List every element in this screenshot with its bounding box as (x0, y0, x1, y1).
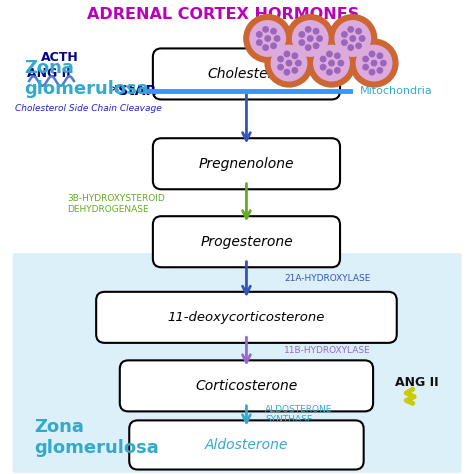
Circle shape (356, 45, 392, 82)
Circle shape (305, 27, 311, 32)
Text: *StAR: *StAR (112, 84, 157, 99)
Circle shape (307, 38, 356, 88)
Circle shape (271, 43, 276, 48)
Circle shape (377, 53, 383, 58)
Circle shape (284, 70, 290, 75)
Circle shape (320, 56, 326, 62)
Circle shape (299, 40, 304, 45)
Text: ALDOSTERONE
SYNTHASE: ALDOSTERONE SYNTHASE (265, 405, 333, 424)
Circle shape (278, 64, 283, 70)
Circle shape (256, 40, 262, 45)
Circle shape (349, 38, 399, 88)
Circle shape (338, 60, 344, 66)
Text: Pregnenolone: Pregnenolone (199, 157, 294, 171)
Text: Aldosterone: Aldosterone (205, 438, 288, 452)
Circle shape (249, 20, 286, 57)
Circle shape (313, 43, 319, 48)
Circle shape (342, 32, 347, 37)
FancyBboxPatch shape (153, 216, 340, 267)
Circle shape (363, 56, 368, 62)
Circle shape (329, 60, 334, 66)
Circle shape (377, 68, 383, 73)
Text: Cholesterol: Cholesterol (207, 67, 286, 81)
Circle shape (271, 28, 276, 34)
Circle shape (271, 45, 308, 82)
FancyBboxPatch shape (153, 48, 340, 100)
Circle shape (348, 45, 354, 50)
Circle shape (265, 36, 271, 41)
Circle shape (363, 64, 368, 70)
Text: 11B-HYDROXYLASE: 11B-HYDROXYLASE (284, 346, 371, 355)
Circle shape (292, 20, 328, 57)
Circle shape (348, 27, 354, 32)
FancyBboxPatch shape (12, 253, 462, 473)
Circle shape (356, 28, 361, 34)
Circle shape (313, 28, 319, 34)
FancyBboxPatch shape (153, 138, 340, 189)
Text: Cholesterol Side Chain Cleavage: Cholesterol Side Chain Cleavage (15, 104, 162, 113)
Circle shape (369, 70, 374, 75)
Text: Progesterone: Progesterone (200, 235, 293, 249)
Circle shape (308, 36, 313, 41)
Circle shape (335, 68, 340, 73)
Circle shape (286, 60, 292, 66)
Circle shape (299, 32, 304, 37)
Circle shape (292, 68, 298, 73)
Circle shape (263, 45, 268, 50)
FancyBboxPatch shape (120, 360, 373, 411)
Circle shape (369, 51, 374, 57)
Circle shape (263, 27, 268, 32)
Circle shape (381, 60, 386, 66)
Circle shape (371, 60, 377, 66)
Text: Zona
glomerulosa: Zona glomerulosa (24, 59, 149, 98)
Text: ADRENAL CORTEX HORMONES: ADRENAL CORTEX HORMONES (87, 8, 359, 22)
Circle shape (264, 38, 314, 88)
Circle shape (284, 51, 290, 57)
Circle shape (305, 45, 311, 50)
Circle shape (317, 36, 322, 41)
Text: Zona
glomerulosa: Zona glomerulosa (34, 419, 158, 457)
Circle shape (313, 45, 350, 82)
Circle shape (278, 56, 283, 62)
Circle shape (327, 70, 332, 75)
Circle shape (256, 32, 262, 37)
Text: ANG II: ANG II (395, 376, 439, 389)
Circle shape (334, 20, 371, 57)
Circle shape (356, 43, 361, 48)
Circle shape (296, 60, 301, 66)
Circle shape (328, 14, 377, 63)
Circle shape (243, 14, 292, 63)
Circle shape (320, 64, 326, 70)
FancyBboxPatch shape (96, 292, 397, 343)
Text: ANG II: ANG II (27, 67, 70, 81)
Circle shape (359, 36, 365, 41)
Circle shape (327, 51, 332, 57)
FancyBboxPatch shape (129, 420, 364, 470)
Circle shape (335, 53, 340, 58)
Text: 21A-HYDROXYLASE: 21A-HYDROXYLASE (284, 274, 371, 283)
Text: 11-deoxycorticosterone: 11-deoxycorticosterone (168, 311, 325, 324)
Text: 3B-HYDROXYSTEROID
DEHYDROGENASE: 3B-HYDROXYSTEROID DEHYDROGENASE (67, 194, 164, 214)
Circle shape (292, 53, 298, 58)
Text: Mitochondria: Mitochondria (360, 86, 433, 96)
Circle shape (342, 40, 347, 45)
Text: Corticosterone: Corticosterone (195, 379, 298, 393)
Circle shape (274, 36, 280, 41)
Circle shape (350, 36, 356, 41)
Text: ACTH: ACTH (41, 51, 79, 64)
Circle shape (286, 14, 335, 63)
